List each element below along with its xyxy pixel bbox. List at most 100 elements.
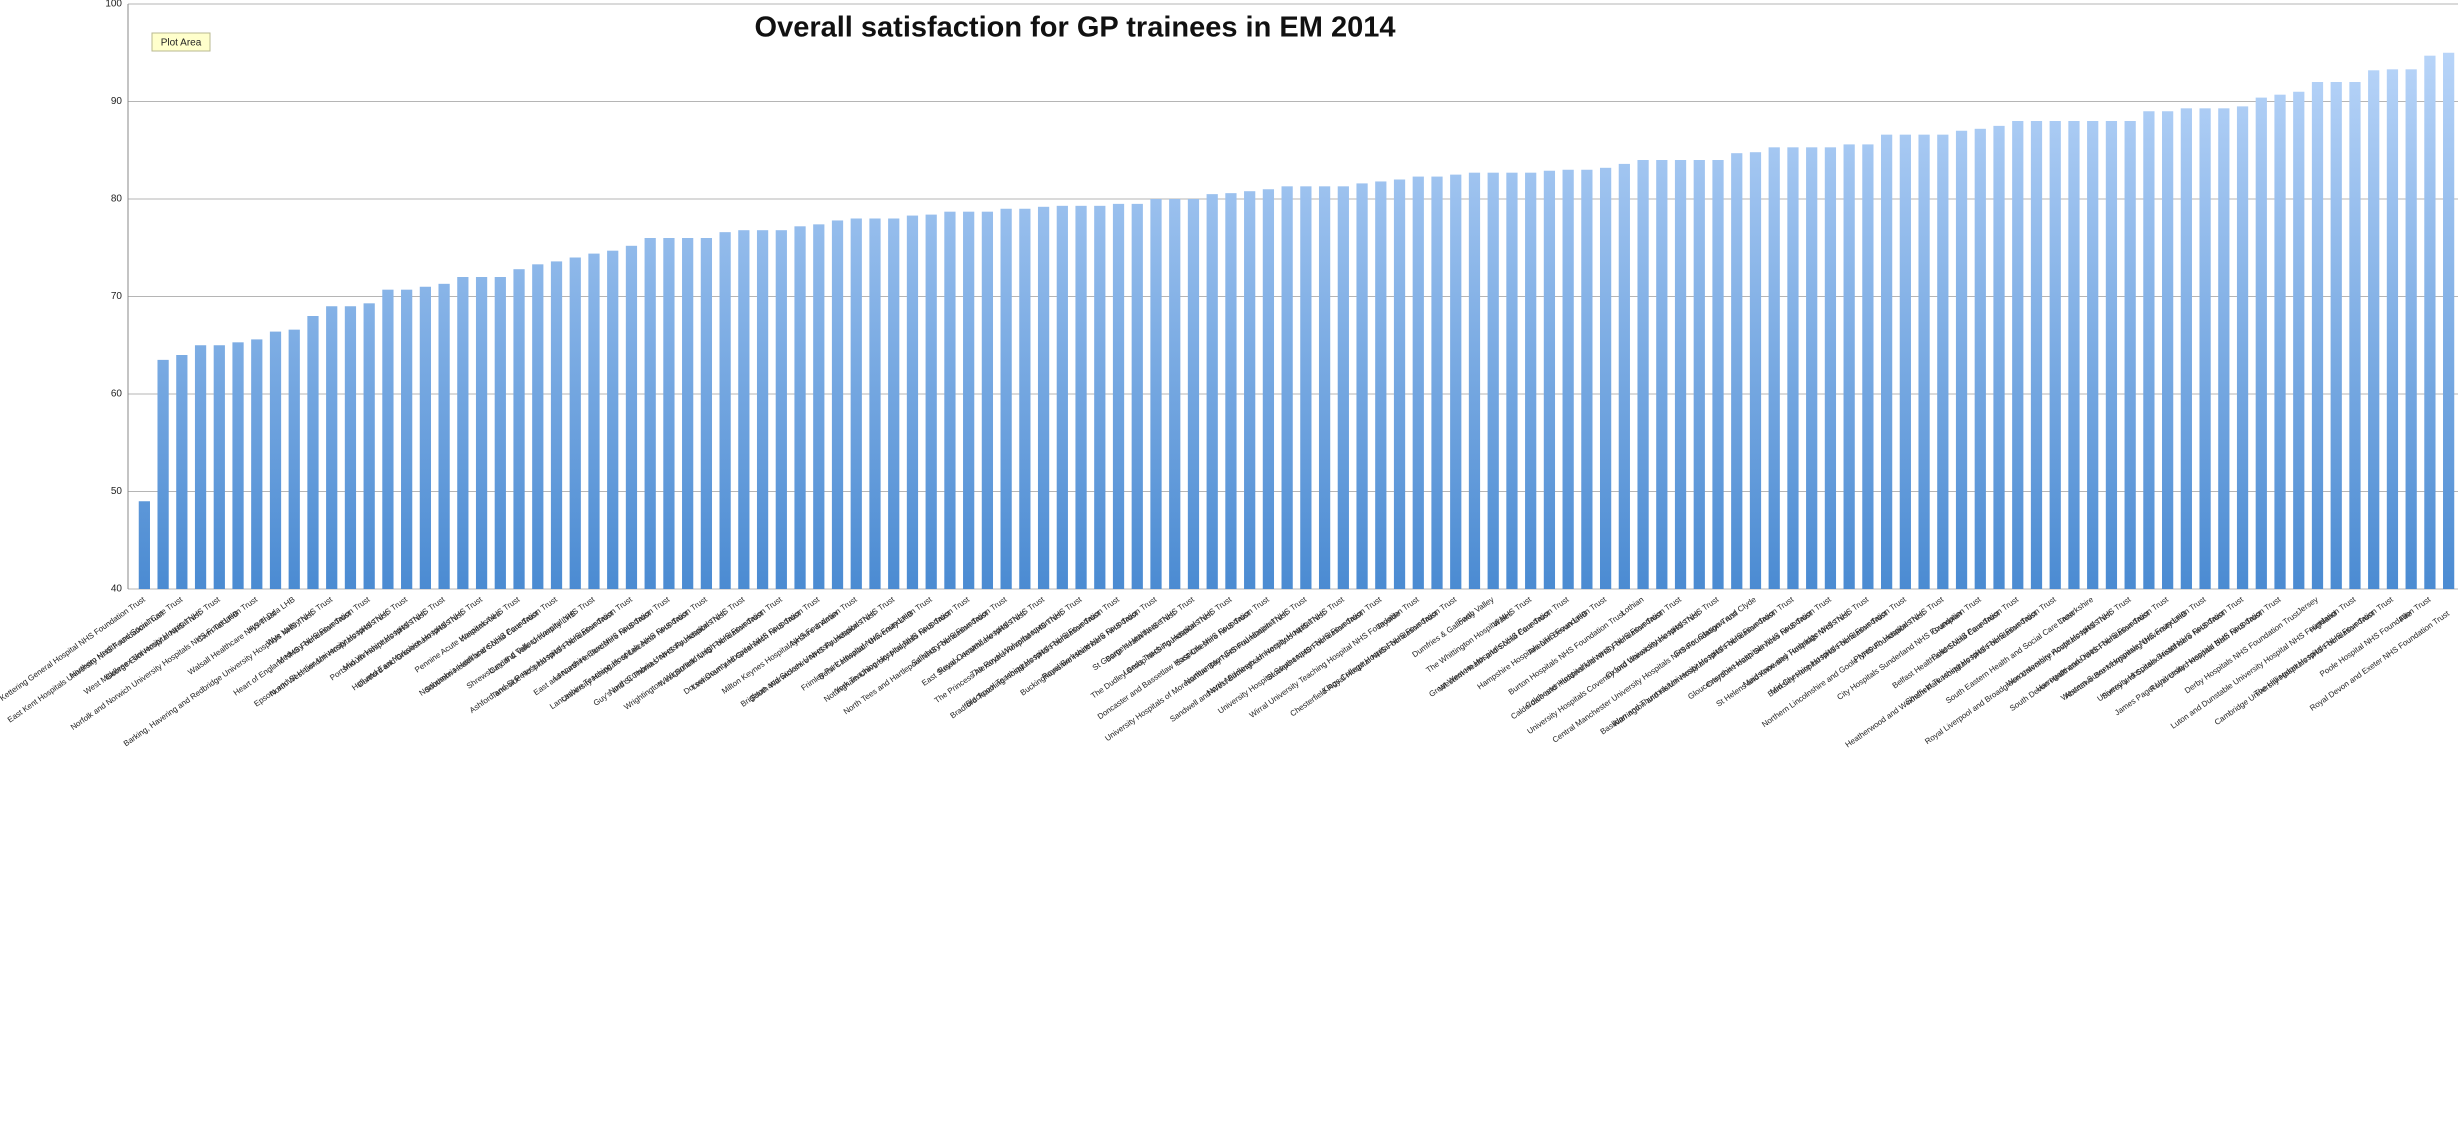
bar — [2049, 121, 2061, 589]
y-tick-label: 40 — [111, 584, 123, 595]
bar — [2255, 97, 2267, 589]
bar — [682, 238, 694, 589]
x-tick-label: Harrogate and District NHS Foundation Tr… — [2034, 595, 2170, 694]
bar — [888, 218, 900, 589]
bar — [1244, 191, 1256, 589]
bar — [1318, 186, 1331, 589]
tooltip-box — [151, 32, 211, 52]
bar — [1955, 130, 1968, 589]
bar — [2218, 108, 2230, 589]
bar — [532, 264, 544, 589]
bar — [1075, 205, 1087, 589]
bar — [1412, 176, 1424, 589]
bar — [1337, 186, 1349, 589]
x-tick-label: York Teaching Hospital NHS Foundation Tr… — [833, 595, 972, 696]
bar — [288, 329, 300, 589]
bar — [1525, 172, 1537, 590]
bar — [1993, 125, 2005, 589]
bar — [1506, 172, 1518, 590]
bar — [1281, 186, 1293, 589]
bar — [719, 232, 731, 589]
bar — [2180, 108, 2192, 589]
bar — [2162, 111, 2174, 589]
bar — [401, 289, 413, 589]
bar — [1637, 160, 1649, 589]
bar — [831, 220, 844, 589]
x-tick-label: Royal Devon and Exeter NHS Foundation Tr… — [2308, 609, 2451, 713]
bar — [2030, 121, 2043, 589]
bar — [494, 277, 506, 589]
x-tick-label: Hull and East Yorkshire Hospitals NHS Tr… — [350, 595, 484, 693]
bar — [569, 257, 581, 589]
bar — [419, 286, 431, 589]
bar — [2368, 70, 2380, 590]
bar — [176, 355, 188, 589]
bar — [1112, 203, 1125, 589]
bar — [1899, 134, 1911, 589]
bar — [1862, 144, 1874, 589]
bar — [1206, 194, 1218, 589]
bar — [232, 342, 244, 589]
bar — [1618, 163, 1630, 589]
bar — [1731, 153, 1743, 590]
bar — [2405, 69, 2417, 589]
bar — [1150, 199, 1162, 589]
bar — [869, 218, 881, 589]
bar — [1581, 169, 1593, 589]
x-tick-label: North Middlesex University Hospital NHS … — [1205, 595, 1346, 698]
x-tick-label: Frimley Park Hospital NHS Foundation Tru… — [799, 595, 934, 693]
bar — [663, 238, 675, 589]
bar — [1674, 160, 1687, 589]
bar — [1974, 128, 1986, 590]
y-tick-label: 50 — [111, 486, 123, 497]
bar — [2424, 55, 2436, 590]
bar — [1225, 193, 1237, 589]
bar — [1562, 169, 1574, 589]
x-tick-label: Jersey — [2295, 595, 2319, 616]
bar — [2087, 121, 2099, 589]
bar — [363, 303, 375, 589]
bar — [1187, 199, 1200, 589]
x-tick-label: Northumbria Healthcare NHS Foundation Tr… — [417, 595, 559, 698]
bar — [813, 224, 825, 589]
bar — [326, 306, 338, 589]
bar — [944, 211, 956, 590]
bar — [2105, 121, 2118, 589]
bar — [963, 211, 975, 590]
bar — [1787, 147, 1799, 589]
x-tick-label: Kings College Hospital NHS Foundation Tr… — [1320, 595, 1458, 696]
bar — [1094, 205, 1106, 589]
x-tick-label: West Middlesex University Hospital NHS T… — [82, 595, 222, 697]
x-tick-label: Milton Keynes Hospital NHS Foundation Tr… — [720, 595, 859, 696]
bar — [1262, 189, 1275, 589]
bar — [1037, 206, 1050, 590]
bar — [1056, 205, 1068, 589]
x-tick-label: North Cumbria University Hospitals NHS T… — [607, 595, 747, 697]
bar — [588, 253, 600, 589]
bar — [2012, 121, 2024, 589]
bar — [1806, 147, 1818, 589]
bar — [1393, 179, 1406, 589]
y-tick-label: 100 — [105, 0, 122, 10]
bar — [2293, 91, 2305, 589]
chart-title: Overall satisfaction for GP trainees in … — [755, 12, 1396, 44]
bar — [1768, 147, 1780, 589]
bar — [906, 215, 919, 589]
x-tick-label: Mid Cheshire Hospitals NHS Foundation Tr… — [1769, 595, 1909, 697]
bar — [1356, 183, 1368, 589]
x-tick-label: The Hillingdon Hospitals NHS Foundation … — [2252, 595, 2395, 699]
bar — [1169, 199, 1181, 589]
y-tick-label: 80 — [111, 194, 123, 205]
bar — [157, 359, 169, 589]
bar — [2330, 82, 2342, 589]
bar — [2311, 82, 2324, 589]
y-tick-label: 70 — [111, 291, 123, 302]
bar — [382, 289, 394, 589]
bar — [2199, 108, 2211, 589]
bar — [2349, 82, 2361, 589]
bar — [1693, 160, 1705, 589]
x-tick-label: Dorset County Hospital NHS Foundation Tr… — [682, 595, 822, 697]
bar — [269, 331, 282, 589]
bar — [775, 230, 787, 589]
